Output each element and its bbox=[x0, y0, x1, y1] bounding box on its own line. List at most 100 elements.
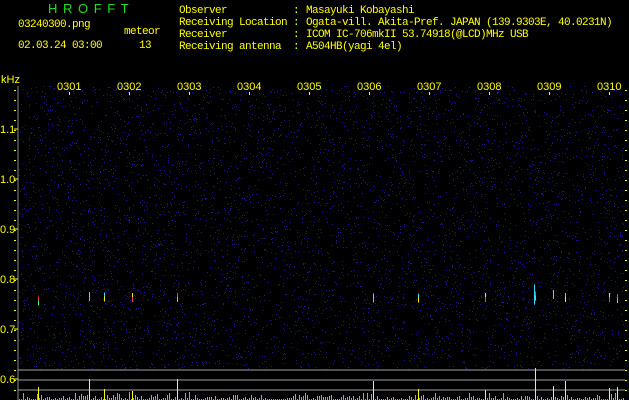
histogram-bar bbox=[435, 393, 436, 400]
x-tick bbox=[129, 92, 130, 95]
histogram-bar bbox=[589, 397, 590, 400]
detection-spike bbox=[104, 389, 105, 400]
histogram-bar bbox=[243, 398, 244, 400]
histogram-bar bbox=[163, 398, 164, 400]
histogram-bar bbox=[185, 393, 186, 400]
histogram-bar bbox=[323, 397, 324, 400]
histogram-bar bbox=[221, 398, 222, 400]
histogram-bar bbox=[421, 396, 422, 400]
y-minor-tick-right bbox=[625, 330, 627, 331]
y-minor-tick bbox=[14, 330, 16, 331]
histogram-bar bbox=[387, 397, 388, 400]
meteor-echo bbox=[565, 297, 566, 302]
histogram-bar bbox=[75, 393, 76, 400]
info-label-location: Receiving Location bbox=[179, 17, 288, 29]
meteor-echo bbox=[609, 293, 610, 297]
histogram-bar bbox=[597, 395, 598, 400]
histogram-bar bbox=[493, 398, 494, 400]
histogram-bar bbox=[181, 398, 182, 400]
histogram-bar bbox=[393, 397, 394, 400]
histogram-bar bbox=[525, 396, 526, 400]
histogram-bar bbox=[125, 398, 126, 400]
histogram-bar bbox=[469, 393, 470, 400]
histogram-bar bbox=[245, 397, 246, 400]
detection-spike bbox=[177, 379, 178, 400]
detection-spike bbox=[553, 386, 554, 400]
histogram-bar bbox=[83, 396, 84, 400]
info-label-receiver: Receiver bbox=[179, 29, 228, 41]
histogram-bar bbox=[599, 396, 600, 400]
histogram-bar bbox=[27, 397, 28, 400]
histogram-bar bbox=[207, 397, 208, 400]
y-minor-tick-right bbox=[625, 250, 627, 251]
histogram-bar bbox=[259, 398, 260, 400]
histogram-bar bbox=[427, 398, 428, 400]
meteor-echo bbox=[89, 292, 90, 296]
histogram-bar bbox=[473, 396, 474, 400]
detection-spike bbox=[609, 388, 610, 400]
histogram-bar bbox=[561, 396, 562, 400]
detection-spike bbox=[535, 368, 536, 400]
histogram-bar bbox=[67, 398, 68, 400]
meteor-count: 13 bbox=[139, 40, 152, 52]
histogram-bar bbox=[467, 398, 468, 400]
y-minor-tick bbox=[14, 190, 16, 191]
y-minor-tick bbox=[14, 360, 16, 361]
x-tick bbox=[249, 92, 250, 95]
histogram-bar bbox=[235, 395, 236, 400]
x-tick-label: 0301 bbox=[57, 81, 81, 93]
histogram-bar bbox=[63, 396, 64, 400]
x-tick-label: 0304 bbox=[237, 81, 261, 93]
histogram-bar bbox=[265, 398, 266, 400]
histogram-bar bbox=[251, 395, 252, 400]
y-minor-tick bbox=[14, 200, 16, 201]
histogram-bar bbox=[149, 398, 150, 400]
info-value-receiver: ICOM IC-706mkII 53.74918(@LCD)MHz USB bbox=[306, 29, 529, 41]
meteor-echo bbox=[535, 291, 536, 296]
detection-spike bbox=[38, 387, 39, 400]
y-minor-tick bbox=[14, 230, 16, 231]
histogram-bar bbox=[367, 393, 368, 400]
histogram-bar bbox=[255, 397, 256, 400]
y-minor-tick bbox=[14, 250, 16, 251]
histogram-bar bbox=[165, 398, 166, 400]
histogram-bar bbox=[501, 398, 502, 400]
meteor-echo bbox=[373, 293, 374, 298]
histogram-bar bbox=[233, 395, 234, 400]
histogram-bar bbox=[237, 395, 238, 400]
histogram-bar bbox=[81, 394, 82, 400]
meteor-echo bbox=[617, 298, 618, 303]
histogram-bar bbox=[23, 393, 24, 400]
x-tick-label: 0303 bbox=[177, 81, 201, 93]
detection-spike bbox=[418, 389, 419, 400]
histogram-bar bbox=[189, 392, 190, 400]
histogram-bar bbox=[29, 398, 30, 400]
histogram-bar bbox=[117, 393, 118, 400]
background-noise bbox=[19, 86, 624, 370]
meteor-echo bbox=[485, 293, 486, 297]
meteor-echo bbox=[177, 293, 178, 297]
y-minor-tick-right bbox=[625, 310, 627, 311]
histogram-bar bbox=[291, 398, 292, 400]
histogram-bar bbox=[585, 397, 586, 400]
detection-spike bbox=[373, 381, 374, 400]
y-axis-label: kHz bbox=[1, 74, 20, 86]
meteor-echo bbox=[553, 290, 554, 294]
histogram-bar bbox=[133, 398, 134, 400]
histogram-bar bbox=[401, 398, 402, 400]
filename: 03240300.png bbox=[18, 19, 91, 31]
y-minor-tick-right bbox=[625, 260, 627, 261]
histogram-bar bbox=[487, 398, 488, 400]
histogram-bar bbox=[363, 393, 364, 400]
info-label-antenna: Receiving antenna bbox=[179, 41, 282, 53]
histogram-bar bbox=[351, 398, 352, 400]
meteor-echo bbox=[609, 297, 610, 302]
histogram-bar bbox=[377, 396, 378, 400]
histogram-bar bbox=[489, 393, 490, 400]
histogram-bar bbox=[39, 398, 40, 400]
histogram-bar bbox=[495, 396, 496, 400]
histogram-bar bbox=[137, 397, 138, 400]
y-tick-label: 0.8 bbox=[0, 274, 15, 286]
y-minor-tick-right bbox=[625, 210, 627, 211]
histogram-bar bbox=[319, 396, 320, 400]
